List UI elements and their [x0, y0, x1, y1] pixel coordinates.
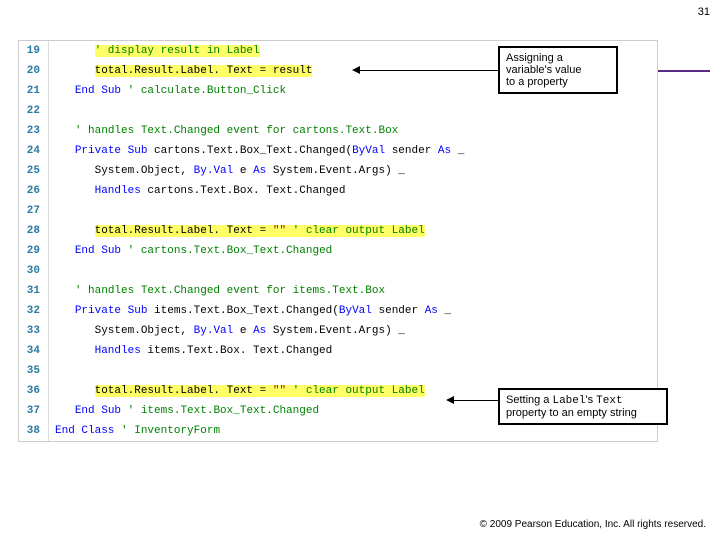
- code-text: total.Result.Label. Text = "" ' clear ou…: [49, 221, 425, 241]
- code-line: 33 System.Object, By.Val e As System.Eve…: [19, 321, 657, 341]
- line-number: 23: [19, 121, 49, 141]
- code-line: 30: [19, 261, 657, 281]
- annotation-box-assign: Assigning a variable's value to a proper…: [498, 46, 618, 94]
- line-number: 34: [19, 341, 49, 361]
- code-text: Private Sub cartons.Text.Box_Text.Change…: [49, 141, 464, 161]
- code-line: 32 Private Sub items.Text.Box_Text.Chang…: [19, 301, 657, 321]
- code-block: 19 ' display result in Label 20 total.Re…: [18, 40, 658, 442]
- line-number: 28: [19, 221, 49, 241]
- code-line: 35: [19, 361, 657, 381]
- code-line: 31 ' handles Text.Changed event for item…: [19, 281, 657, 301]
- line-number: 22: [19, 101, 49, 121]
- line-number: 29: [19, 241, 49, 261]
- line-number: 32: [19, 301, 49, 321]
- line-number: 36: [19, 381, 49, 401]
- code-line: 34 Handles items.Text.Box. Text.Changed: [19, 341, 657, 361]
- line-number: 30: [19, 261, 49, 281]
- line-number: 24: [19, 141, 49, 161]
- line-number: 25: [19, 161, 49, 181]
- line-number: 20: [19, 61, 49, 81]
- code-line: 23 ' handles Text.Changed event for cart…: [19, 121, 657, 141]
- copyright-footer: © 2009 Pearson Education, Inc. All right…: [480, 519, 706, 530]
- code-text: Handles cartons.Text.Box. Text.Changed: [49, 181, 345, 201]
- line-number: 21: [19, 81, 49, 101]
- arrow-line: [454, 400, 498, 401]
- code-text: ' display result in Label: [49, 41, 260, 61]
- line-number: 37: [19, 401, 49, 421]
- annotation-text: to a property: [506, 76, 610, 88]
- code-line: 24 Private Sub cartons.Text.Box_Text.Cha…: [19, 141, 657, 161]
- code-text: total.Result.Label. Text = result: [49, 61, 312, 81]
- code-text: Private Sub items.Text.Box_Text.Changed(…: [49, 301, 451, 321]
- slide-number: 31: [698, 6, 710, 18]
- annotation-text: variable's value: [506, 64, 610, 76]
- arrow-line: [360, 70, 498, 71]
- arrow-head-icon: [352, 66, 360, 74]
- annotation-text: property to an empty string: [506, 407, 660, 419]
- code-line: 22: [19, 101, 657, 121]
- line-number: 19: [19, 41, 49, 61]
- line-number: 31: [19, 281, 49, 301]
- annotation-box-setting: Setting a Label's Text property to an em…: [498, 388, 668, 425]
- line-number: 33: [19, 321, 49, 341]
- code-text: End Class ' InventoryForm: [49, 421, 220, 441]
- arrow-head-icon: [446, 396, 454, 404]
- line-number: 27: [19, 201, 49, 221]
- code-text: total.Result.Label. Text = "" ' clear ou…: [49, 381, 425, 401]
- annotation-text: Assigning a: [506, 52, 610, 64]
- code-line: 26 Handles cartons.Text.Box. Text.Change…: [19, 181, 657, 201]
- code-text: End Sub ' calculate.Button_Click: [49, 81, 286, 101]
- line-number: 35: [19, 361, 49, 381]
- line-number: 38: [19, 421, 49, 441]
- code-line: 27: [19, 201, 657, 221]
- code-line: 29 End Sub ' cartons.Text.Box_Text.Chang…: [19, 241, 657, 261]
- annotation-text: Setting a Label's Text: [506, 394, 660, 407]
- line-number: 26: [19, 181, 49, 201]
- code-text: System.Object, By.Val e As System.Event.…: [49, 321, 405, 341]
- code-line: 25 System.Object, By.Val e As System.Eve…: [19, 161, 657, 181]
- code-text: ' handles Text.Changed event for cartons…: [49, 121, 398, 141]
- code-text: System.Object, By.Val e As System.Event.…: [49, 161, 405, 181]
- code-text: End Sub ' items.Text.Box_Text.Changed: [49, 401, 319, 421]
- code-text: End Sub ' cartons.Text.Box_Text.Changed: [49, 241, 332, 261]
- code-text: Handles items.Text.Box. Text.Changed: [49, 341, 332, 361]
- code-line: 28 total.Result.Label. Text = "" ' clear…: [19, 221, 657, 241]
- code-text: ' handles Text.Changed event for items.T…: [49, 281, 385, 301]
